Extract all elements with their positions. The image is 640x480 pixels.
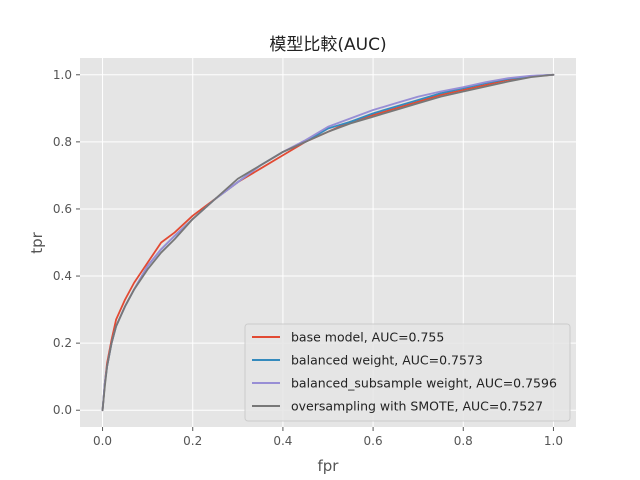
- y-ticks: 0.0 0.2 0.4 0.6 0.8 1.0: [53, 68, 80, 417]
- legend: base model, AUC=0.755 balanced weight, AU…: [244, 323, 571, 422]
- x-axis-label: fpr: [318, 457, 340, 475]
- series-line-4: [101, 73, 555, 412]
- chart-title: 模型比較(AUC): [269, 35, 386, 55]
- y-tick-label: 1.0: [53, 68, 72, 82]
- y-tick-label: 0.4: [53, 269, 72, 283]
- y-tick-label: 0.2: [53, 336, 72, 350]
- series-line-1: [101, 73, 555, 412]
- x-tick-label: 1.0: [544, 434, 563, 448]
- x-tick-label: 0.6: [364, 434, 383, 448]
- series-lines: [101, 73, 555, 412]
- x-tick-label: 0.2: [183, 434, 202, 448]
- legend-label-3: balanced_subsample weight, AUC=0.7596: [291, 376, 557, 391]
- legend-label-2: balanced weight, AUC=0.7573: [291, 353, 483, 368]
- y-axis-label: tpr: [28, 231, 46, 253]
- x-ticks: 0.0 0.2 0.4 0.6 0.8 1.0: [93, 427, 563, 448]
- y-tick-label: 0.8: [53, 135, 72, 149]
- x-tick-label: 0.4: [273, 434, 292, 448]
- y-tick-label: 0.0: [53, 403, 72, 417]
- legend-label-4: oversampling with SMOTE, AUC=0.7527: [291, 399, 543, 414]
- x-tick-label: 0.8: [454, 434, 473, 448]
- y-tick-label: 0.6: [53, 202, 72, 216]
- legend-label-1: base model, AUC=0.755: [291, 330, 444, 345]
- x-tick-label: 0.0: [93, 434, 112, 448]
- legend-frame: [244, 323, 571, 422]
